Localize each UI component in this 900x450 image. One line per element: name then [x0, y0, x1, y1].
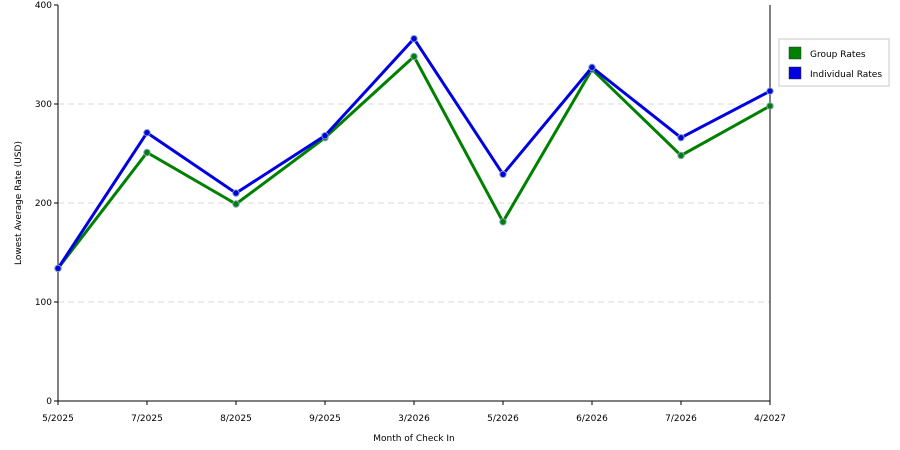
- data-point: [677, 133, 685, 142]
- x-tick-label: 5/2025: [42, 414, 74, 424]
- y-tick-label: 100: [35, 298, 52, 308]
- y-tick-label: 200: [35, 199, 52, 209]
- legend-label: Group Rates: [810, 50, 866, 60]
- data-point: [766, 102, 774, 110]
- data-point: [143, 129, 151, 137]
- x-tick-label: 5/2026: [487, 414, 519, 424]
- x-tick-label: 6/2026: [576, 414, 608, 424]
- data-point: [143, 148, 151, 157]
- data-point: [410, 34, 418, 43]
- series-group-rates: [54, 52, 774, 273]
- data-point: [54, 264, 62, 273]
- x-tick-label: 3/2026: [398, 414, 430, 424]
- series-line: [56, 36, 771, 270]
- data-point: [499, 170, 507, 178]
- x-tick-label: 7/2026: [665, 414, 697, 424]
- legend-swatch: [788, 46, 802, 60]
- x-tick-label: 4/2027: [754, 414, 786, 424]
- legend-label: Individual Rates: [810, 70, 882, 80]
- grid-lines: [58, 103, 770, 303]
- data-point: [321, 131, 329, 140]
- x-tick-label: 9/2025: [309, 414, 341, 424]
- series: [54, 34, 774, 273]
- y-axis-title: Lowest Average Rate (USD): [14, 141, 24, 265]
- y-tick-label: 0: [46, 397, 52, 407]
- y-tick-label: 400: [35, 1, 52, 11]
- x-tick-label: 8/2025: [220, 414, 252, 424]
- y-ticks: 0 100 200 300 400: [35, 1, 58, 407]
- y-tick-label: 300: [35, 100, 52, 110]
- data-point: [766, 87, 774, 95]
- data-point: [677, 151, 685, 160]
- data-point: [232, 189, 240, 197]
- x-axis-title: Month of Check In: [373, 434, 455, 444]
- data-point: [410, 52, 418, 61]
- data-point: [232, 200, 240, 208]
- x-ticks: 5/2025 7/2025 8/2025 9/2025 3/2026 5/2026 6/20…: [42, 401, 786, 424]
- series-individual-rates: [54, 34, 774, 273]
- x-tick-label: 7/2025: [131, 414, 163, 424]
- legend-swatch: [788, 66, 802, 80]
- data-point: [588, 63, 596, 72]
- legend: Group Rates Individual Rates: [778, 38, 890, 87]
- data-point: [499, 218, 507, 226]
- series-line: [56, 54, 771, 270]
